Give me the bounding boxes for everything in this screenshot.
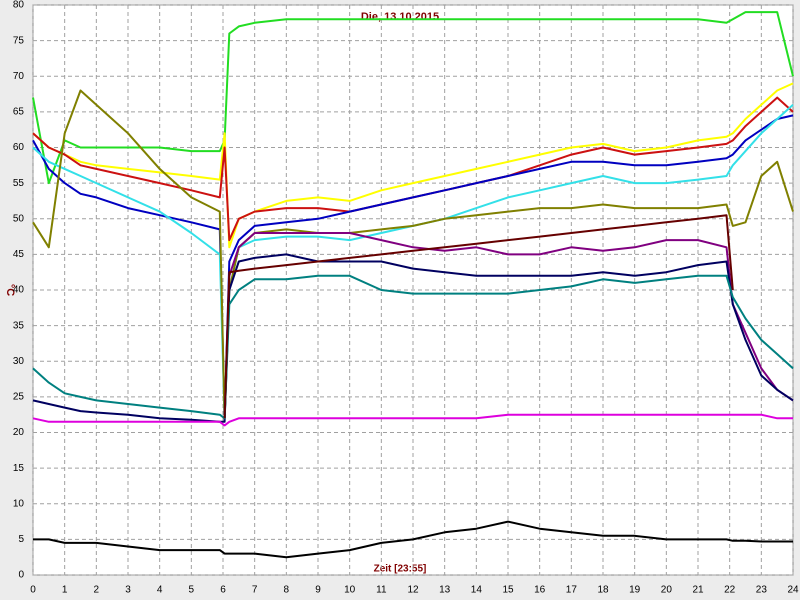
series-line xyxy=(32,104,794,420)
x-tick-label: 1 xyxy=(62,585,68,596)
chart-title: Die, 13.10.2015 xyxy=(361,11,439,23)
x-tick-label: 11 xyxy=(376,585,387,596)
x-tick-label: 18 xyxy=(597,585,609,596)
series-line xyxy=(32,274,794,420)
x-tick-label: 19 xyxy=(629,585,641,596)
y-tick-label: 65 xyxy=(13,107,25,118)
x-tick-label: 2 xyxy=(94,585,100,596)
y-axis-label: °C xyxy=(4,284,16,296)
x-tick-label: 7 xyxy=(252,585,258,596)
x-tick-label: 20 xyxy=(661,585,673,596)
y-tick-label: 45 xyxy=(13,249,25,260)
series-line xyxy=(32,89,794,420)
x-tick-label: 22 xyxy=(724,585,736,596)
y-tick-label: 50 xyxy=(13,213,25,224)
series-line xyxy=(32,82,794,249)
series-line xyxy=(32,253,794,423)
x-tick-label: 17 xyxy=(566,585,578,596)
x-tick-label: 23 xyxy=(756,585,768,596)
y-tick-label: 20 xyxy=(13,427,25,438)
x-tick-label: 21 xyxy=(692,585,704,596)
x-tick-label: 4 xyxy=(157,585,163,596)
series-line xyxy=(32,114,794,420)
y-tick-label: 80 xyxy=(13,0,25,11)
x-tick-label: 14 xyxy=(471,585,483,596)
x-tick-label: 10 xyxy=(344,585,356,596)
y-tick-label: 5 xyxy=(18,534,24,545)
series-line xyxy=(223,214,734,419)
y-tick-label: 40 xyxy=(13,285,25,296)
y-tick-label: 55 xyxy=(13,178,25,189)
series-line xyxy=(32,11,794,185)
y-tick-label: 75 xyxy=(13,35,25,46)
y-tick-label: 30 xyxy=(13,356,25,367)
x-tick-label: 6 xyxy=(220,585,226,596)
y-tick-label: 70 xyxy=(13,71,25,82)
y-tick-label: 60 xyxy=(13,142,25,153)
x-tick-label: 16 xyxy=(534,585,546,596)
x-tick-label: 12 xyxy=(407,585,419,596)
x-tick-label: 3 xyxy=(125,585,131,596)
y-tick-label: 0 xyxy=(18,570,24,581)
x-tick-label: 15 xyxy=(502,585,514,596)
x-tick-label: 0 xyxy=(30,585,36,596)
x-tick-label: 8 xyxy=(284,585,290,596)
y-tick-label: 10 xyxy=(13,498,25,509)
x-tick-label: 5 xyxy=(189,585,195,596)
y-tick-label: 15 xyxy=(13,463,25,474)
x-tick-label: 13 xyxy=(439,585,451,596)
x-tick-label: 24 xyxy=(787,585,799,596)
y-tick-label: 25 xyxy=(13,392,25,403)
x-tick-label: 9 xyxy=(315,585,321,596)
y-tick-label: 35 xyxy=(13,320,25,331)
series-line xyxy=(33,520,793,559)
series-line xyxy=(32,413,793,427)
x-axis-label: Zeit [23:55] xyxy=(374,564,427,575)
